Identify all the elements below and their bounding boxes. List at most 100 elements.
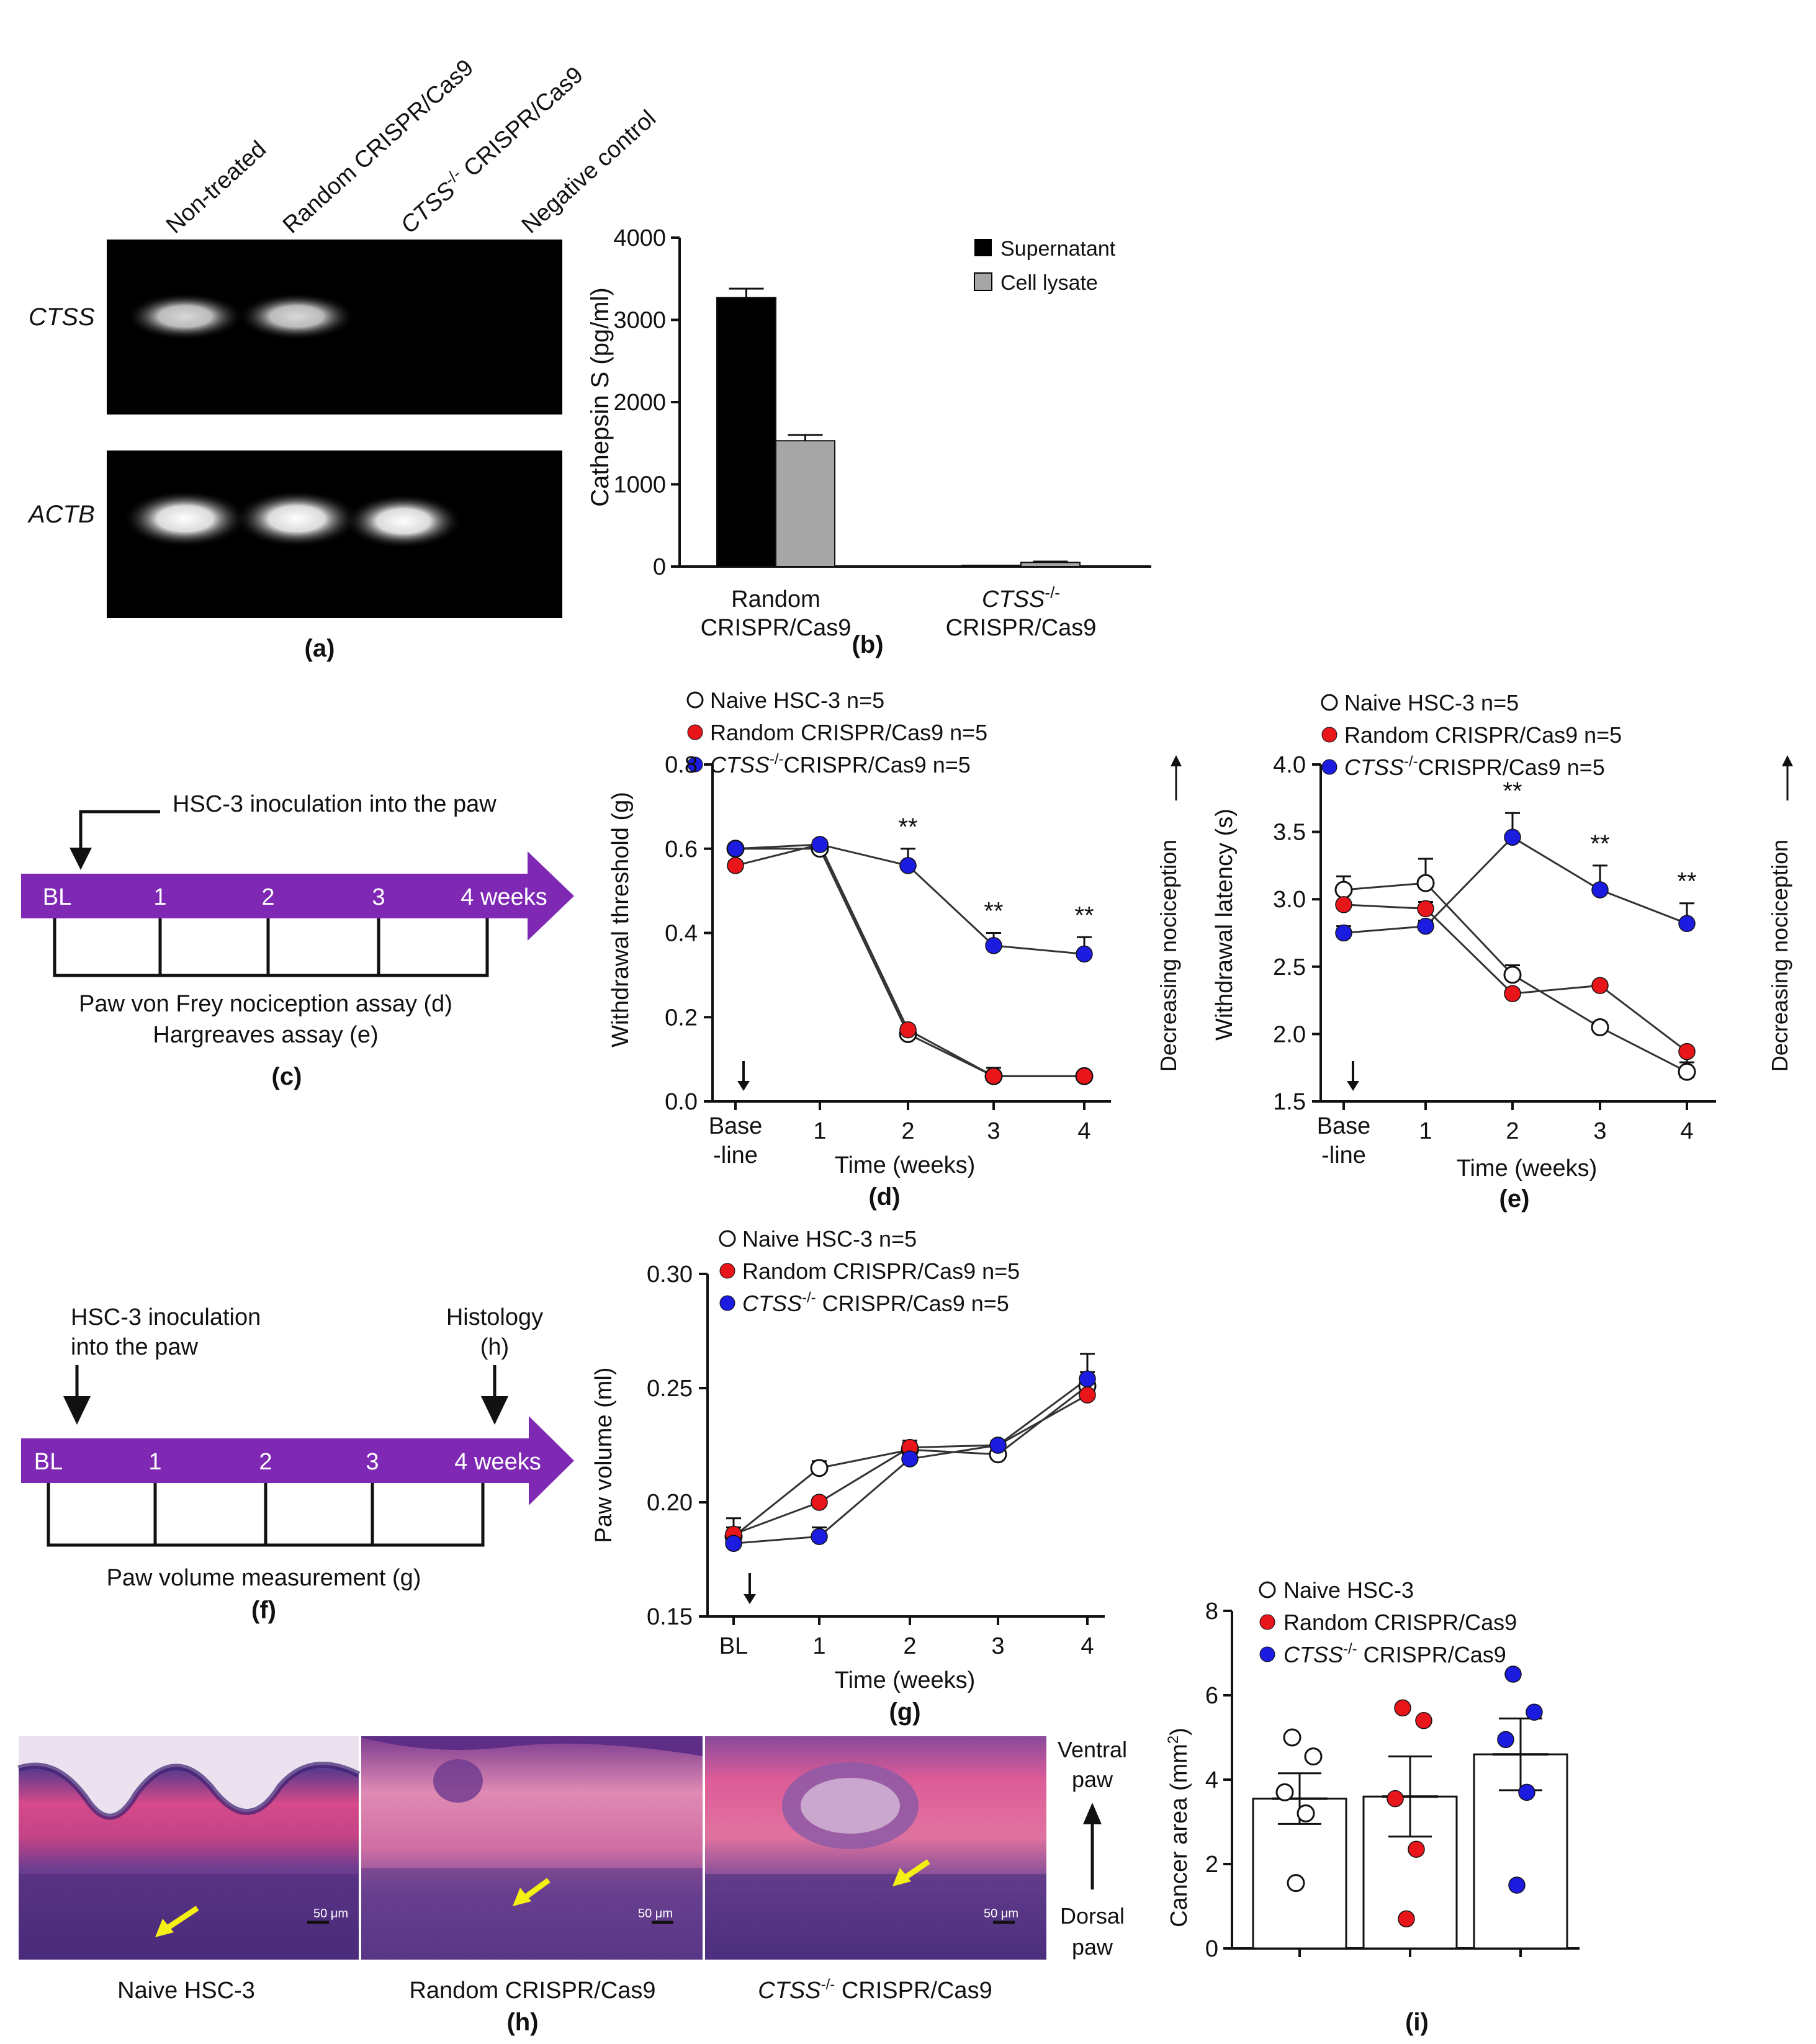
i-legend-marker-ctss bbox=[1259, 1646, 1275, 1662]
e-xtick-label-2: 2 bbox=[1506, 1118, 1519, 1144]
d-point-2-3 bbox=[985, 937, 1002, 954]
h-caption-ctss: CTSS-/- CRISPR/Cas9 bbox=[758, 1976, 992, 2004]
d-legend-naive: Naive HSC-3 n=5 bbox=[710, 688, 884, 713]
e-ytick-label-2: 2.5 bbox=[1273, 954, 1306, 980]
g-point-0-1 bbox=[810, 1459, 829, 1477]
d-legend-ctss-gene: CTSS bbox=[710, 752, 770, 778]
g-point-1-4 bbox=[1079, 1386, 1096, 1404]
i-legend-marker-random bbox=[1259, 1614, 1275, 1630]
d-point-1-2 bbox=[899, 1021, 917, 1039]
i-ylabel: Cancer area (mm2) bbox=[1165, 1728, 1192, 1927]
e-ytick-label-0: 1.5 bbox=[1273, 1089, 1306, 1115]
d-point-2-1 bbox=[811, 836, 829, 853]
panel-label-b: (b) bbox=[852, 631, 883, 658]
d-point-2-4 bbox=[1076, 945, 1093, 963]
e-point-0-3 bbox=[1591, 1018, 1609, 1037]
lane-label-random: Random CRISPR/Cas9 bbox=[278, 55, 479, 239]
e-legend-marker-naive bbox=[1321, 694, 1338, 711]
g-legend-ctss-gene: CTSS bbox=[742, 1291, 802, 1316]
band-actb-lane3 bbox=[344, 494, 462, 549]
f-inoculation-arrowhead bbox=[63, 1396, 91, 1425]
d-xtick-label-2: 2 bbox=[901, 1118, 914, 1144]
g-legend-marker-naive bbox=[719, 1230, 736, 1247]
panel-i-chart: Naive HSC-3 Random CRISPR/Cas9 CTSS-/- C… bbox=[1165, 1577, 1580, 2036]
e-legend-random: Random CRISPR/Cas9 n=5 bbox=[1344, 722, 1622, 748]
histology-image-random bbox=[361, 1736, 703, 1960]
g-xtick-label-3: 3 bbox=[991, 1633, 1004, 1659]
b-bar-1-1 bbox=[1020, 562, 1081, 567]
e-point-0-0 bbox=[1334, 881, 1353, 899]
d-point-2-2 bbox=[899, 857, 917, 874]
g-xlabel: Time (weeks) bbox=[835, 1667, 976, 1693]
panel-g-chart: Naive HSC-3 n=5 Random CRISPR/Cas9 n=5 C… bbox=[591, 1226, 1105, 1726]
i-ylabel-text: Cancer area (mm bbox=[1166, 1744, 1192, 1927]
e-point-2-3 bbox=[1591, 881, 1609, 899]
b-ylabel: Cathepsin S (pg/ml) bbox=[587, 287, 614, 506]
e-xtick-label-4: 4 bbox=[1680, 1118, 1693, 1144]
g-point-1-1 bbox=[811, 1494, 828, 1511]
b-legend-swatch-supernatant bbox=[974, 239, 992, 256]
g-legend-random: Random CRISPR/Cas9 n=5 bbox=[742, 1258, 1020, 1284]
d-point-2-0 bbox=[727, 840, 744, 858]
g-point-2-0 bbox=[725, 1535, 742, 1552]
panel-label-f: (f) bbox=[251, 1597, 276, 1624]
panel-h: 50 μm 50 μm 50 μm Ventral paw Dorsal paw… bbox=[17, 1736, 1127, 2036]
e-ytick-label-3: 3.0 bbox=[1273, 887, 1306, 913]
h-arrowhead-naive bbox=[155, 1919, 174, 1937]
d-point-1-4 bbox=[1076, 1067, 1093, 1085]
h-caption-ctss-sup: -/- bbox=[821, 1976, 835, 1993]
band-actb-lane1 bbox=[123, 490, 247, 547]
e-point-1-0 bbox=[1335, 896, 1352, 913]
c-assay1: Paw von Frey nociception assay (d) bbox=[79, 991, 452, 1017]
g-ylabel: Paw volume (ml) bbox=[591, 1368, 617, 1543]
d-ytick-label-0: 0.0 bbox=[665, 1089, 698, 1115]
i-legend-random: Random CRISPR/Cas9 bbox=[1283, 1610, 1517, 1635]
g-point-2-3 bbox=[989, 1437, 1007, 1454]
g-legend-ctss-sup: -/- bbox=[802, 1289, 816, 1306]
g-point-2-2 bbox=[901, 1450, 919, 1468]
d-xtick-label-1: 1 bbox=[813, 1118, 826, 1144]
i-point-1-2 bbox=[1387, 1790, 1404, 1808]
f-tick-3: 3 bbox=[366, 1449, 379, 1475]
lane-label-non-treated: Non-treated bbox=[161, 136, 271, 238]
b-ytick-label-1: 1000 bbox=[613, 472, 666, 498]
e-legend-ctss: CTSS-/-CRISPR/Cas9 n=5 bbox=[1344, 753, 1605, 780]
g-point-2-4 bbox=[1079, 1370, 1096, 1388]
band-actb-lane2 bbox=[235, 490, 359, 547]
d-legend-marker-naive bbox=[686, 691, 704, 709]
e-ytick-label-5: 4.0 bbox=[1273, 752, 1306, 778]
i-point-0-1 bbox=[1304, 1747, 1323, 1766]
h-dorsal-line1: Dorsal bbox=[1060, 1903, 1125, 1929]
d-inoculation-arrowhead bbox=[737, 1081, 750, 1091]
d-xtick-label-3: 3 bbox=[987, 1118, 1000, 1144]
panel-label-e: (e) bbox=[1499, 1185, 1530, 1213]
e-inoculation-arrowhead bbox=[1347, 1081, 1359, 1091]
i-legend-ctss: CTSS-/- CRISPR/Cas9 bbox=[1283, 1641, 1506, 1667]
i-point-2-0 bbox=[1504, 1665, 1522, 1683]
i-point-0-3 bbox=[1297, 1804, 1315, 1822]
i-legend-marker-naive bbox=[1259, 1581, 1276, 1598]
d-legend-random: Random CRISPR/Cas9 n=5 bbox=[710, 720, 987, 745]
d-sig-2: ** bbox=[1074, 902, 1094, 929]
panel-label-i: (i) bbox=[1405, 2009, 1429, 2036]
e-point-1-4 bbox=[1678, 1042, 1696, 1060]
e-sig-2: ** bbox=[1677, 868, 1696, 895]
c-inoculation-arrowhead bbox=[70, 848, 92, 870]
c-tick-bl: BL bbox=[43, 884, 71, 910]
e-legend-ctss-rest: CRISPR/Cas9 n=5 bbox=[1418, 755, 1605, 780]
panel-label-d: (d) bbox=[868, 1183, 900, 1211]
i-ylabel-end: ) bbox=[1166, 1728, 1192, 1736]
band-ctss-lane2 bbox=[238, 293, 356, 340]
g-legend-ctss: CTSS-/- CRISPR/Cas9 n=5 bbox=[742, 1289, 1009, 1316]
histology-image-ctss bbox=[705, 1736, 1046, 1960]
g-ytick-label-2: 0.25 bbox=[647, 1376, 693, 1402]
b-group1-line2: CRISPR/Cas9 bbox=[701, 615, 852, 641]
f-inoculation-line1: HSC-3 inoculation bbox=[71, 1304, 261, 1330]
lane-label-ctss-rest: CRISPR/Cas9 bbox=[454, 62, 588, 187]
e-xlabel: Time (weeks) bbox=[1457, 1155, 1598, 1181]
h-scale-random: 50 μm bbox=[638, 1907, 673, 1921]
d-ytick-label-3: 0.6 bbox=[665, 836, 698, 863]
d-ytick-label-4: 0.8 bbox=[665, 752, 698, 778]
h-caption-ctss-rest: CRISPR/Cas9 bbox=[835, 1978, 992, 2004]
g-ytick-label-1: 0.20 bbox=[647, 1490, 693, 1516]
